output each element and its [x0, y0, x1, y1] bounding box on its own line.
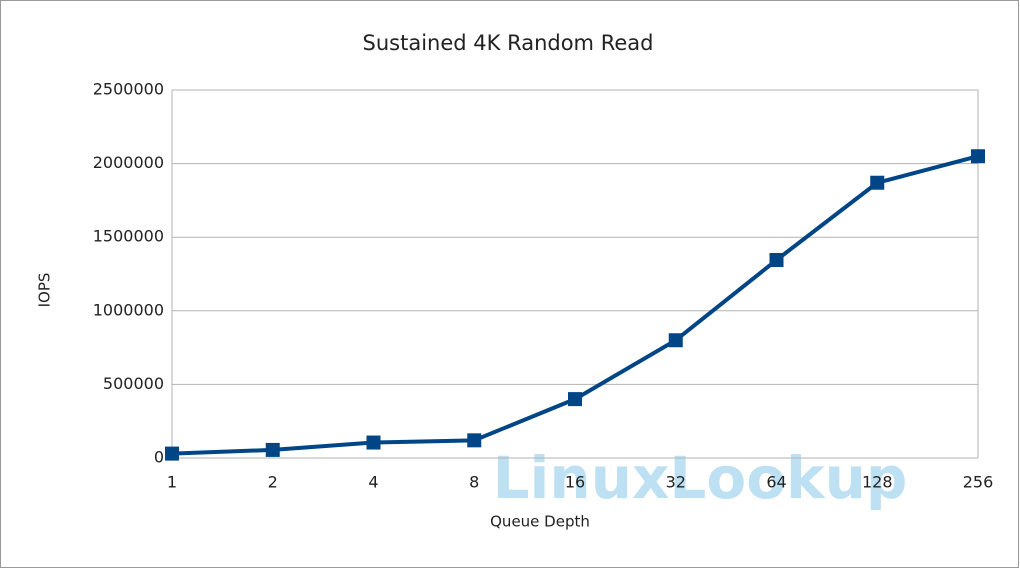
x-tick-label: 8 [469, 473, 479, 492]
marker [769, 253, 784, 268]
y-tick-label: 2500000 [93, 80, 164, 99]
x-tick-label: 1 [167, 473, 177, 492]
marker [870, 175, 885, 190]
y-tick-label: 1500000 [93, 227, 164, 246]
marker [971, 149, 985, 164]
marker [165, 446, 179, 461]
y-axis-label: IOPS [36, 273, 54, 308]
y-tick-label: 2000000 [93, 153, 164, 172]
y-tick-label: 1000000 [93, 300, 164, 319]
x-tick-label: 16 [565, 473, 585, 492]
marker [265, 442, 280, 457]
watermark: LinuxLookup [493, 444, 908, 512]
x-tick-label: 256 [963, 473, 994, 492]
y-tick-label: 0 [154, 448, 164, 467]
marker [568, 392, 582, 407]
x-tick-label: 2 [268, 473, 278, 492]
marker [668, 333, 683, 348]
marker [366, 435, 381, 450]
x-tick-label: 32 [666, 473, 686, 492]
x-tick-label: 128 [862, 473, 893, 492]
chart-title: Sustained 4K Random Read [363, 31, 654, 55]
y-tick-label: 500000 [103, 374, 164, 393]
x-tick-label: 4 [368, 473, 378, 492]
x-tick-label: 64 [766, 473, 786, 492]
marker [467, 433, 482, 448]
x-axis-label: Queue Depth [490, 513, 590, 531]
